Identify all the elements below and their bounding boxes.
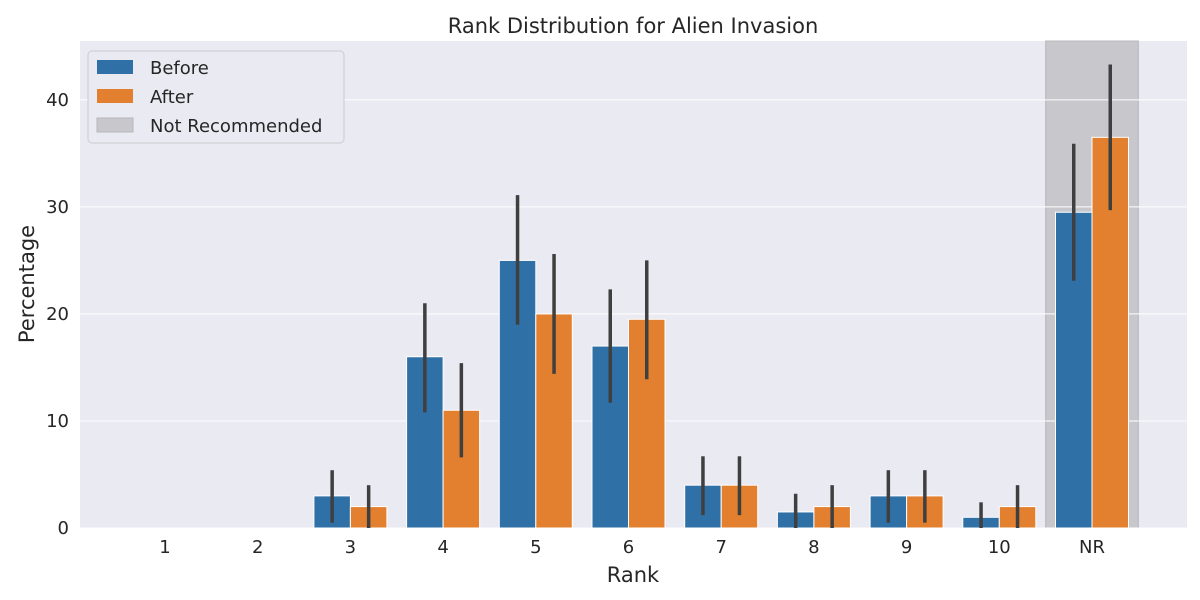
legend-label-before: Before — [150, 58, 209, 79]
x-tick-label-5: 5 — [530, 537, 541, 558]
y-axis-label: Percentage — [15, 225, 39, 343]
x-tick-label-8: 8 — [808, 537, 819, 558]
x-tick-label-6: 6 — [623, 537, 634, 558]
y-tick-label-0: 0 — [58, 518, 69, 539]
legend-swatch-not-recommended — [96, 117, 134, 133]
x-tick-label-9: 9 — [901, 537, 912, 558]
tick-labels: 0 10 20 30 40 1 2 3 4 5 6 7 8 9 10 NR — [46, 90, 1105, 558]
y-tick-label-20: 20 — [46, 304, 69, 325]
legend-box — [87, 50, 345, 144]
x-tick-label-1: 1 — [159, 537, 170, 558]
x-tick-label-3: 3 — [345, 537, 356, 558]
legend-swatch-before — [97, 60, 133, 74]
x-tick-label-2: 2 — [252, 537, 263, 558]
y-tick-label-10: 10 — [46, 411, 69, 432]
x-tick-label-7: 7 — [715, 537, 726, 558]
legend: Before After Not Recommended — [87, 50, 345, 144]
error-bars — [330, 64, 1112, 528]
x-tick-label-4: 4 — [437, 537, 448, 558]
legend-label-after: After — [150, 87, 194, 108]
legend-swatch-after — [97, 89, 133, 103]
legend-label-not-recommended: Not Recommended — [150, 116, 322, 137]
y-tick-label-30: 30 — [46, 197, 69, 218]
x-axis-label: Rank — [607, 563, 660, 587]
x-tick-label-10: 10 — [988, 537, 1011, 558]
chart-title: Rank Distribution for Alien Invasion — [448, 14, 819, 38]
y-tick-label-40: 40 — [46, 90, 69, 111]
x-tick-label-NR: NR — [1079, 537, 1105, 558]
